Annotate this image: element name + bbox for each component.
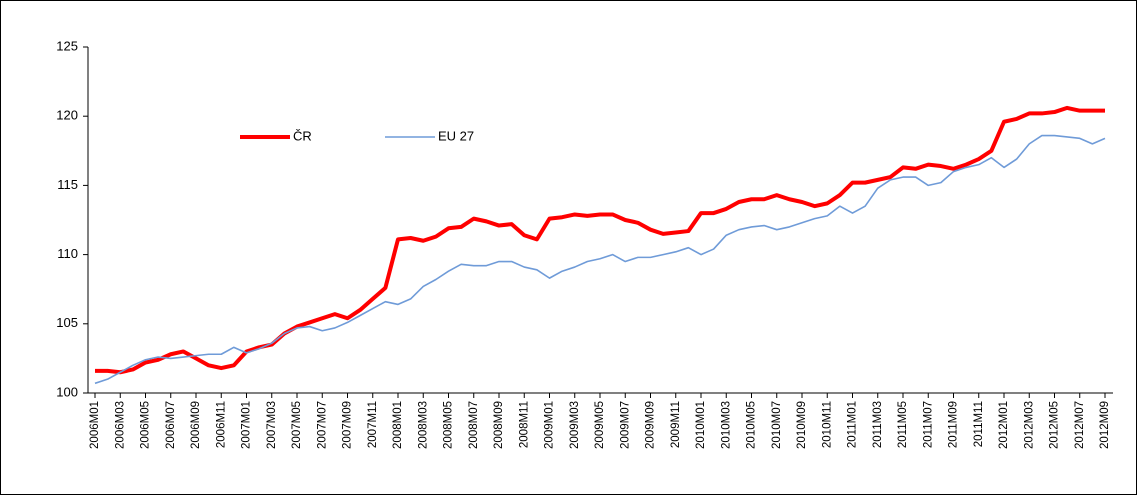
x-tick-label: 2007M01 [241,401,253,449]
x-tick-label: 2006M01 [89,401,101,449]
x-tick-label: 2011M11 [973,401,985,447]
x-tick-label: 2008M11 [518,401,530,448]
x-tick-label: 2009M03 [569,401,581,449]
x-tick-label: 2012M07 [1074,401,1086,449]
y-tick-label: 125 [56,38,78,53]
x-tick-label: 2006M07 [165,401,177,449]
x-tick-label: 2008M01 [392,401,404,449]
y-tick-label: 110 [57,246,78,261]
x-tick-label: 2011M01 [847,401,859,448]
x-tick-label: 2009M05 [594,401,606,449]
x-tick-label: 2008M07 [468,401,480,449]
x-tick-label: 2009M01 [544,401,556,449]
x-tick-label: 2010M11 [821,401,833,448]
y-tick-label: 100 [56,384,78,399]
x-tick-label: 2010M01 [695,401,707,449]
x-tick-label: 2008M09 [493,401,505,449]
x-tick-label: 2006M11 [215,401,227,448]
x-tick-label: 2010M09 [796,401,808,449]
x-tick-label: 2011M09 [948,401,960,448]
x-tick-label: 2007M09 [342,401,354,449]
x-tick-label: 2007M11 [367,401,379,448]
x-tick-label: 2008M05 [443,401,455,449]
legend-label: ČR [293,128,312,143]
x-tick-label: 2006M09 [190,401,202,449]
x-tick-label: 2012M09 [1099,401,1111,449]
y-tick-label: 115 [57,177,78,192]
x-tick-label: 2009M11 [670,401,682,448]
x-tick-label: 2012M03 [1023,401,1035,449]
x-tick-label: 2009M09 [645,401,657,449]
x-tick-label: 2008M03 [417,401,429,449]
x-tick-label: 2010M03 [720,401,732,449]
x-tick-label: 2010M05 [746,401,758,449]
x-tick-label: 2006M03 [114,401,126,449]
x-tick-label: 2011M03 [872,401,884,448]
x-tick-label: 2011M05 [897,401,909,448]
y-tick-label: 120 [56,108,78,123]
x-tick-label: 2006M05 [140,401,152,449]
x-tick-label: 2012M05 [1049,401,1061,449]
legend-label: EU 27 [438,128,474,143]
x-tick-label: 2012M01 [998,401,1010,449]
series-line [94,134,1106,385]
x-tick-label: 2007M07 [316,401,328,449]
x-tick-label: 2009M07 [619,401,631,449]
x-tick-label: 2010M07 [771,401,783,449]
y-tick-label: 105 [56,315,78,330]
x-tick-label: 2011M07 [922,401,934,448]
x-tick-label: 2007M03 [266,401,278,449]
x-tick-label: 2007M05 [291,401,303,449]
